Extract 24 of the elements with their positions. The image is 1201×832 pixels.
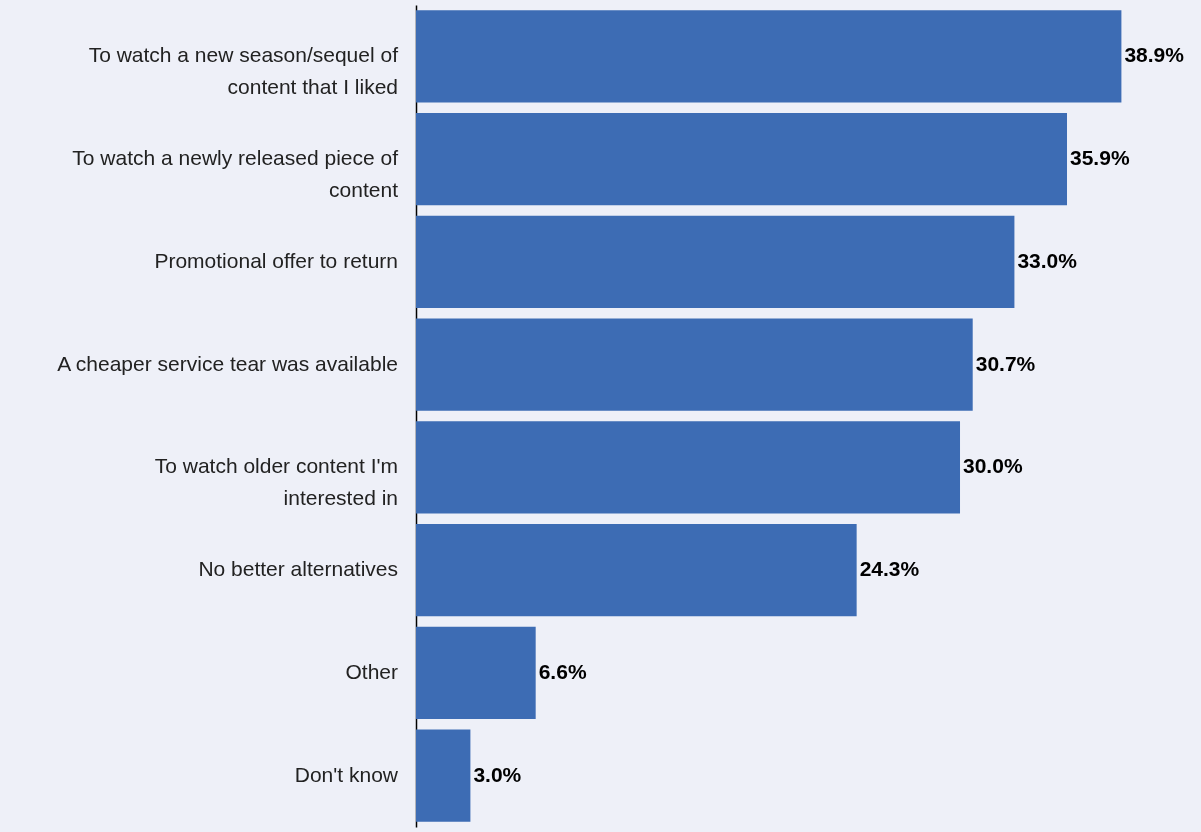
data-label: 38.9% <box>1124 43 1185 67</box>
y-tick-label: To watch a new season/sequel of content that I liked <box>88 43 399 99</box>
bar <box>416 523 857 617</box>
bar <box>416 729 471 822</box>
bar <box>416 10 1122 103</box>
bar <box>416 215 1015 309</box>
data-label: 24.3% <box>859 557 920 581</box>
data-label: 3.0% <box>473 762 522 786</box>
bar <box>416 626 536 720</box>
y-tick-label: Promotional offer to return <box>154 248 398 272</box>
bar <box>416 421 961 514</box>
data-label: 33.0% <box>1017 248 1078 272</box>
bar <box>416 112 1067 206</box>
y-tick-label: No better alternatives <box>198 557 398 581</box>
y-tick-label: To watch a newly released piece of content <box>72 146 399 202</box>
data-label: 30.7% <box>975 351 1036 375</box>
y-tick-label: To watch older content I'm interested in <box>154 454 398 510</box>
data-label: 30.0% <box>963 454 1023 478</box>
data-label: 35.9% <box>1070 146 1130 170</box>
y-tick-label: A cheaper service tear was available <box>57 351 398 375</box>
y-tick-label: Other <box>345 659 398 683</box>
bar <box>416 318 973 411</box>
y-tick-label: Don't know <box>294 762 399 786</box>
data-label: 6.6% <box>538 659 587 683</box>
